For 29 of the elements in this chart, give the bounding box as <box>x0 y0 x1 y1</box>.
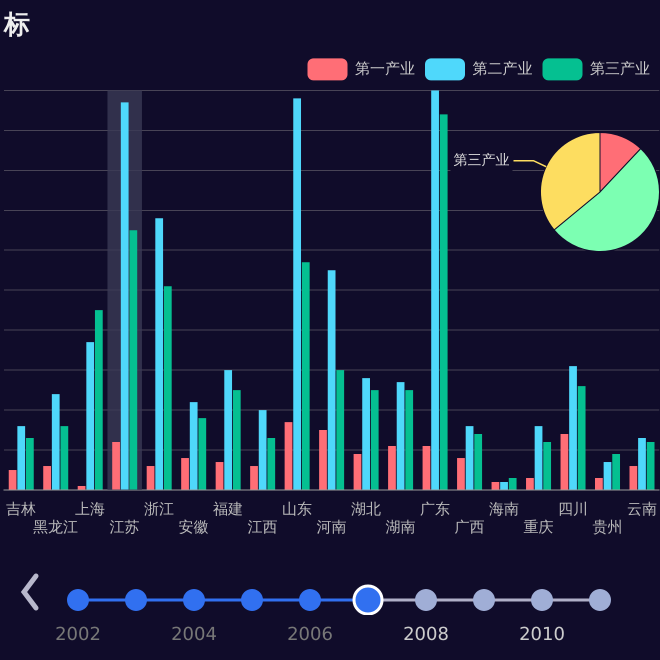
x-tick-label: 贵州 <box>592 518 623 536</box>
x-tick-label: 安徽 <box>178 518 209 536</box>
x-tick-label: 福建 <box>213 500 244 518</box>
x-tick-label: 浙江 <box>144 500 174 518</box>
x-tick-label: 黑龙江 <box>33 518 78 536</box>
text: 2002 <box>54 624 102 645</box>
legend-label: 第二产业 <box>472 59 532 78</box>
text: 2008 <box>402 624 450 645</box>
text: 2006 <box>286 624 334 645</box>
x-tick-label: 湖南 <box>386 518 416 536</box>
x-tick-label: 江西 <box>248 518 278 536</box>
legend-label: 第一产业 <box>355 59 415 78</box>
x-tick-label: 湖北 <box>351 500 382 518</box>
x-tick-label: 河南 <box>316 518 347 536</box>
x-tick-label: 山东 <box>282 500 312 518</box>
x-tick-label: 吉林 <box>6 500 36 518</box>
x-tick-label: 江苏 <box>110 518 140 536</box>
text: 2010 <box>518 624 566 645</box>
x-tick-label: 重庆 <box>524 518 554 536</box>
x-tick-label: 四川 <box>558 500 588 518</box>
slice-label: 第三产业 <box>453 152 510 168</box>
legend-label: 第三产业 <box>590 59 650 78</box>
x-tick-label: 云南 <box>627 500 657 518</box>
x-tick-label: 广西 <box>454 518 485 536</box>
x-tick-label: 广东 <box>420 500 450 518</box>
x-tick-label: 上海 <box>75 500 106 518</box>
x-tick-label: 海南 <box>489 500 520 518</box>
chart-title: 标 <box>3 10 30 40</box>
text: 2004 <box>170 624 218 645</box>
